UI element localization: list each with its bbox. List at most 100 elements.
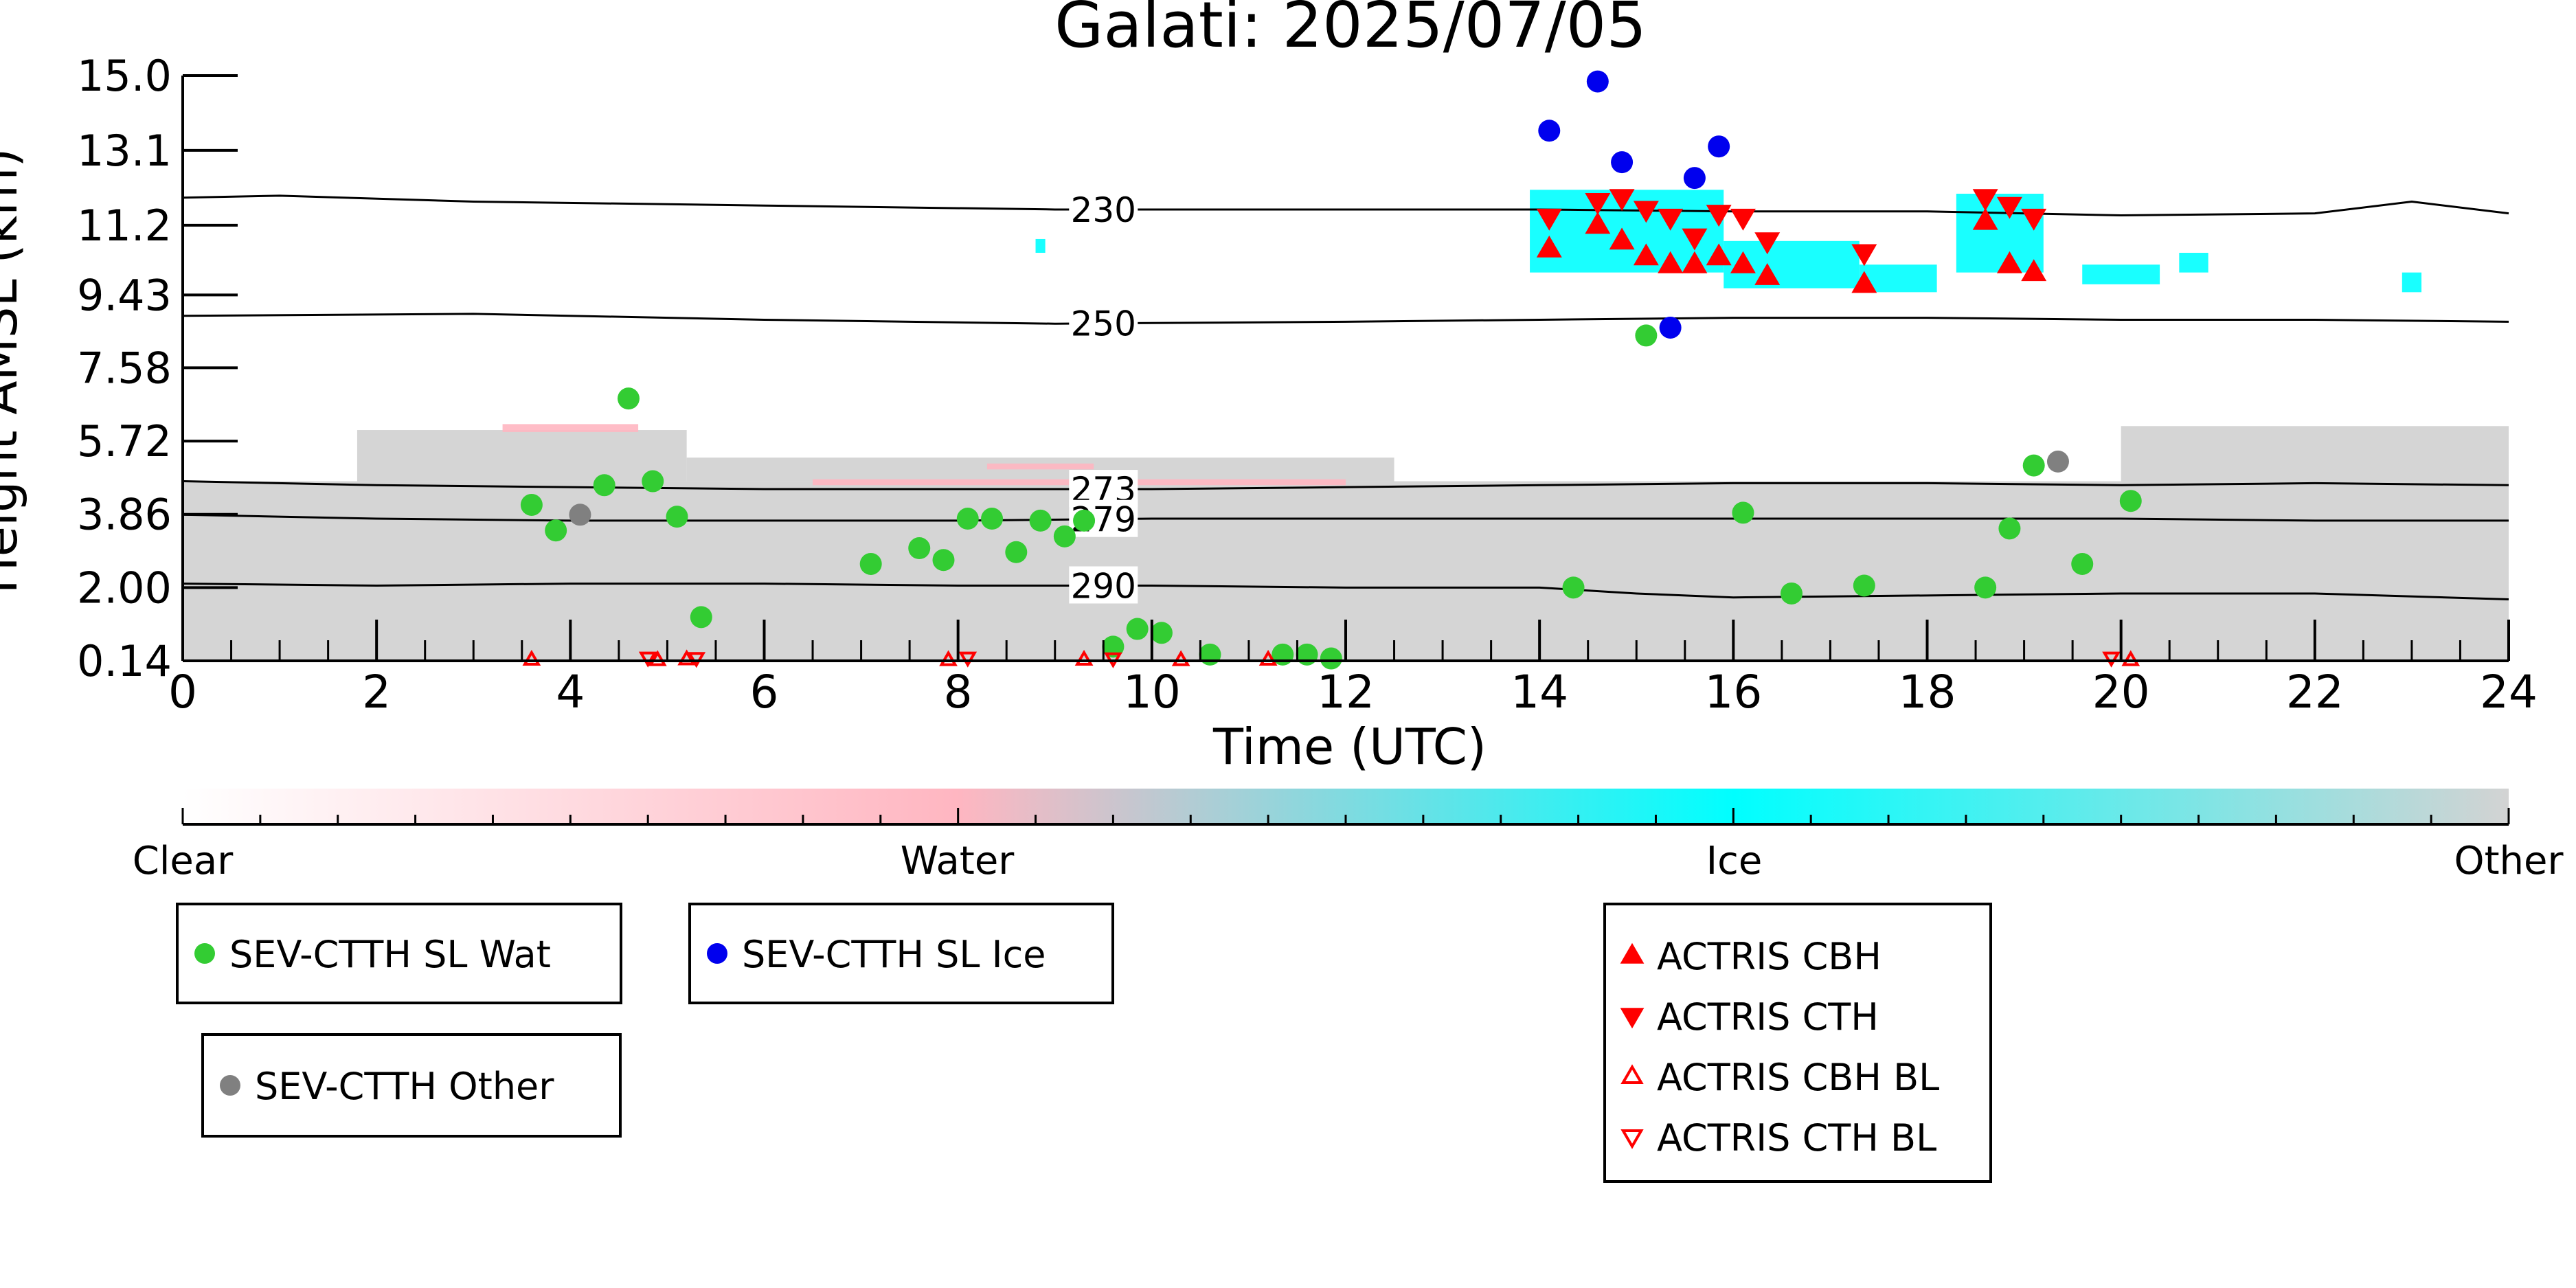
data-point: [939, 650, 958, 666]
data-point: [1171, 650, 1190, 666]
legend-box: [688, 903, 1114, 1004]
region-other-3: [2121, 426, 2509, 482]
data-point: [1538, 120, 1561, 142]
legend-entry-label: ACTRIS CTH: [1657, 995, 1879, 1039]
data-point: [1851, 271, 1877, 293]
data-point: [1585, 192, 1611, 215]
data-point: [1536, 208, 1562, 231]
data-point: [1536, 235, 1562, 258]
y-axis-label: Height AMSL (km): [0, 148, 28, 594]
data-point: [1706, 205, 1732, 227]
data-point: [1620, 942, 1645, 964]
data-point: [1258, 649, 1278, 666]
data-point: [2071, 552, 2094, 575]
data-point: [1754, 263, 1781, 285]
isotherm-279: [182, 513, 2509, 522]
legend-entry-label: ACTRIS CTH BL: [1657, 1116, 1936, 1160]
legend-box: [201, 1033, 622, 1138]
x-tick-label: 22: [2286, 666, 2344, 719]
region-ice-11: [2082, 264, 2160, 284]
data-point: [677, 649, 697, 666]
data-point: [1708, 135, 1730, 158]
legend-entry-label: ACTRIS CBH BL: [1657, 1056, 1939, 1099]
data-point: [545, 519, 567, 542]
data-point: [2119, 490, 2142, 512]
data-point: [2022, 454, 2045, 477]
data-point: [1996, 251, 2022, 273]
isotherm-label-bg: [1069, 304, 1138, 341]
legend-box: [176, 903, 622, 1004]
x-tick-label: 24: [2480, 666, 2538, 719]
region-ice-14: [1035, 238, 1046, 253]
data-point: [2046, 450, 2069, 473]
region-other-1: [357, 430, 687, 482]
data-point: [1853, 574, 1875, 597]
isotherm-label-bg: [1069, 566, 1138, 604]
data-point: [569, 504, 591, 526]
x-tick-label: 4: [556, 666, 585, 719]
data-point: [1682, 228, 1708, 251]
data-point: [981, 508, 1004, 530]
data-point: [1073, 509, 1096, 532]
y-tick-label: 11.2: [77, 201, 172, 251]
data-point: [932, 549, 955, 572]
data-point: [617, 387, 640, 410]
y-tick-label: 13.1: [77, 126, 172, 176]
data-point: [1974, 576, 1997, 599]
data-point: [1998, 517, 2021, 540]
colorbar-label: Clear: [133, 839, 234, 883]
data-point: [2121, 650, 2140, 666]
data-point: [648, 650, 667, 666]
data-point: [1730, 251, 1756, 273]
x-tick-label: 2: [362, 666, 391, 719]
data-point: [1620, 1129, 1644, 1149]
y-tick-label: 0.14: [77, 636, 172, 686]
data-point: [1754, 232, 1781, 255]
x-tick-label: 18: [1899, 666, 1956, 719]
legend-entry-label: SEV-CTTH SL Wat: [229, 933, 551, 976]
x-tick-label: 6: [750, 666, 779, 719]
data-point: [687, 652, 706, 668]
data-point: [1320, 647, 1342, 670]
data-point: [1620, 1064, 1644, 1084]
data-point: [956, 508, 979, 530]
data-point: [1609, 227, 1635, 250]
x-tick-label: 14: [1511, 666, 1568, 719]
x-tick-label: 10: [1123, 666, 1181, 719]
region-water-4: [502, 424, 639, 432]
data-point: [1658, 251, 1684, 273]
y-tick-label: 3.86: [77, 490, 172, 540]
data-point: [1659, 316, 1682, 339]
region-ice-10: [1956, 194, 2044, 273]
x-tick-label: 8: [944, 666, 973, 719]
data-point: [666, 506, 688, 528]
x-tick-label: 0: [168, 666, 197, 719]
data-point: [522, 649, 541, 666]
data-point: [1126, 618, 1149, 640]
data-point: [1053, 525, 1076, 547]
x-tick-label: 20: [2092, 666, 2150, 719]
legend-entry-label: SEV-CTTH SL Ice: [742, 933, 1046, 976]
x-tick-label: 12: [1317, 666, 1375, 719]
isotherm-label-bg: [1069, 190, 1138, 227]
y-tick-label: 9.43: [77, 270, 172, 320]
data-point: [1780, 582, 1803, 605]
data-point: [1586, 70, 1609, 93]
colorbar-label: Other: [2454, 839, 2564, 883]
data-point: [1074, 649, 1094, 666]
y-tick-label: 7.58: [77, 343, 172, 393]
data-point: [1851, 244, 1877, 267]
colorbar-label: Ice: [1706, 839, 1763, 883]
data-point: [1635, 324, 1658, 347]
data-point: [690, 606, 712, 629]
chart-title: Galati: 2025/07/05: [1054, 0, 1647, 62]
data-point: [1585, 212, 1611, 234]
data-point: [958, 651, 978, 668]
x-axis-label: Time (UTC): [1212, 718, 1487, 776]
data-point: [1199, 643, 1221, 666]
data-point: [1102, 635, 1125, 658]
data-point: [1609, 189, 1635, 212]
